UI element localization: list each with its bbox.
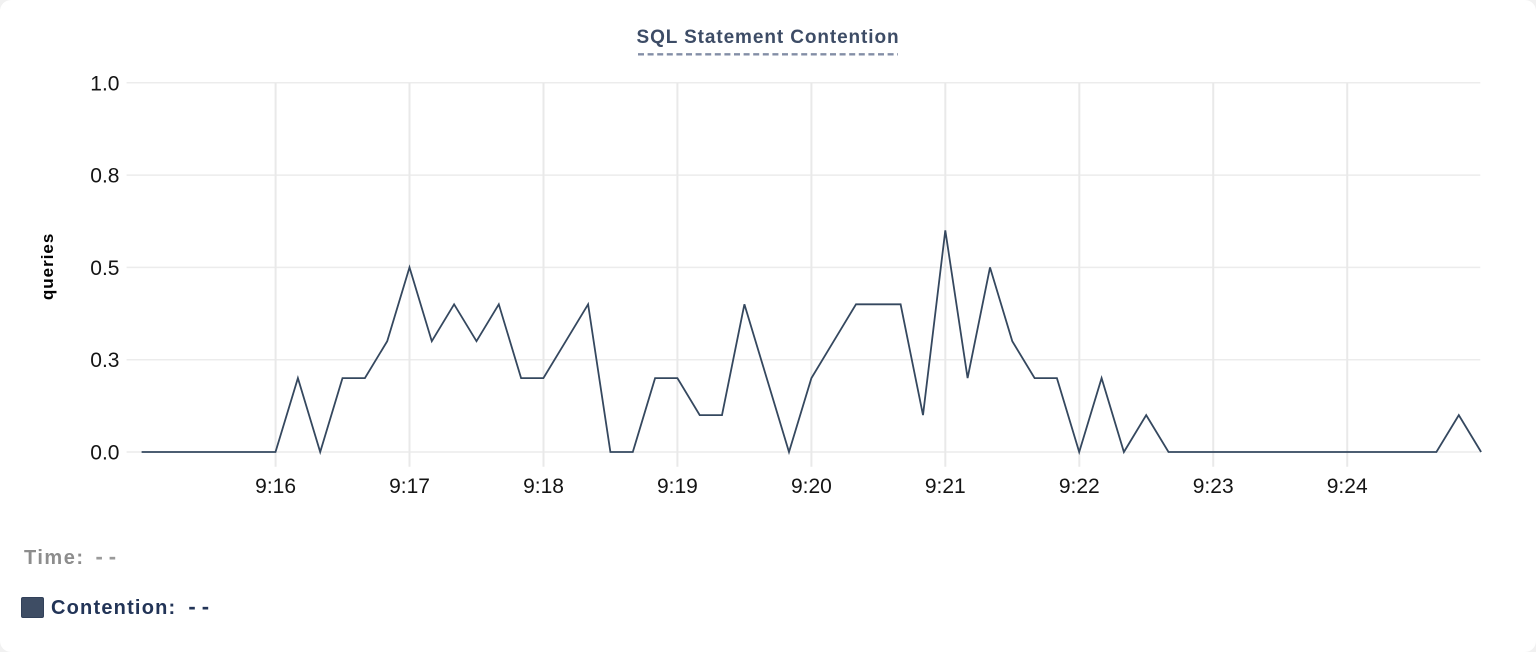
svg-text:0.5: 0.5: [90, 257, 119, 280]
svg-text:9:16: 9:16: [255, 475, 296, 498]
svg-text:0.8: 0.8: [90, 165, 119, 188]
svg-text:0.3: 0.3: [90, 349, 119, 372]
svg-text:9:24: 9:24: [1327, 475, 1368, 498]
svg-text:9:17: 9:17: [389, 475, 430, 498]
svg-text:9:19: 9:19: [657, 475, 698, 498]
svg-text:9:23: 9:23: [1193, 475, 1234, 498]
svg-text:queries: queries: [38, 233, 57, 300]
svg-text:9:18: 9:18: [523, 475, 564, 498]
svg-text:0.0: 0.0: [90, 442, 119, 465]
svg-text:9:20: 9:20: [791, 475, 832, 498]
svg-text:9:22: 9:22: [1059, 475, 1100, 498]
svg-text:1.0: 1.0: [90, 72, 119, 95]
svg-text:9:21: 9:21: [925, 475, 966, 498]
